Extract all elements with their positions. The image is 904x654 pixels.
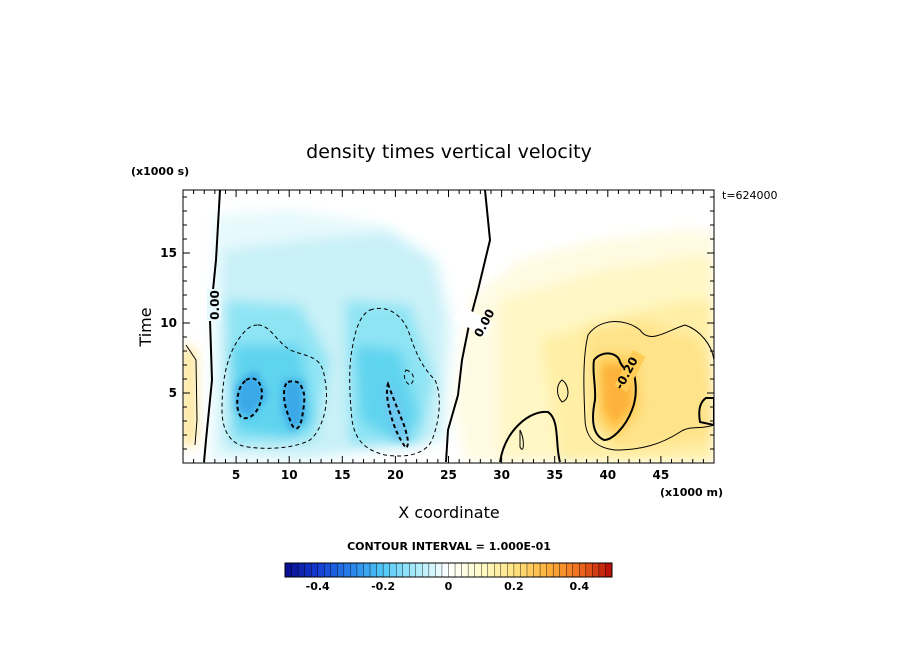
x-axis-label: X coordinate	[398, 503, 499, 522]
time-stamp-label: t=624000	[722, 189, 778, 202]
colorbar-swatch	[481, 562, 489, 578]
colorbar-swatch	[592, 562, 600, 578]
colorbar-swatch	[284, 562, 293, 578]
colorbar-swatch	[559, 562, 567, 578]
colorbar-swatch	[605, 562, 613, 578]
colorbar-swatch	[304, 562, 312, 578]
colorbar-swatch	[395, 562, 404, 578]
colorbar-swatch	[533, 562, 541, 578]
colorbar-swatch	[402, 562, 410, 578]
colorbar-swatch	[572, 562, 580, 578]
x-tick-label: 15	[334, 468, 351, 482]
colorbar-tick-label: 0.2	[504, 580, 524, 593]
colorbar-swatch	[494, 562, 502, 578]
colorbar-swatch	[454, 562, 463, 578]
colorbar-swatch	[467, 562, 476, 578]
colorbar-swatch	[448, 562, 456, 578]
colorbar-swatch	[598, 562, 606, 578]
x-tick-label: 5	[232, 468, 240, 482]
x-tick-label: 30	[493, 468, 510, 482]
colorbar-swatch	[579, 562, 587, 578]
y-tick-label: 5	[169, 386, 177, 400]
colorbar-frame	[284, 562, 613, 578]
colorbar-swatch	[317, 562, 325, 578]
colorbar-swatch	[324, 562, 332, 578]
y-unit-label: (x1000 s)	[131, 165, 189, 178]
colorbar-swatch	[422, 562, 430, 578]
contour-label-1: 0.00	[208, 290, 222, 320]
colorbar-swatch	[526, 562, 535, 578]
x-unit-label: (x1000 m)	[660, 486, 723, 499]
x-tick-label: 25	[440, 468, 457, 482]
colorbar-swatch	[539, 562, 548, 578]
colorbar-swatch	[441, 562, 449, 578]
x-tick-label: 10	[281, 468, 298, 482]
heatmap-field: 0.00 0.00 -0.20	[183, 190, 714, 463]
colorbar-swatch	[487, 562, 495, 578]
colorbar-swatch	[474, 562, 482, 578]
colorbar-swatch	[363, 562, 371, 578]
colorbar-swatch	[376, 562, 384, 578]
chart-title: density times vertical velocity	[306, 141, 592, 163]
colorbar-swatch	[291, 562, 299, 578]
colorbar-ticks: -0.4 -0.2 0 0.2 0.4	[306, 580, 590, 593]
colorbar-swatch	[415, 562, 423, 578]
colorbar-swatch	[409, 562, 417, 578]
colorbar-swatch	[507, 562, 515, 578]
colorbar-swatch	[350, 562, 358, 578]
x-tick-label: 45	[653, 468, 670, 482]
colorbar-swatch	[461, 562, 469, 578]
y-tick-label: 15	[160, 246, 177, 260]
y-tick-label: 10	[160, 316, 177, 330]
colorbar	[284, 562, 613, 578]
x-tick-label: 20	[387, 468, 404, 482]
colorbar-swatch	[310, 562, 319, 578]
colorbar-swatch	[389, 562, 397, 578]
colorbar-swatch	[585, 562, 593, 578]
x-tick-label: 40	[599, 468, 616, 482]
colorbar-swatch	[428, 562, 436, 578]
colorbar-swatch	[356, 562, 364, 578]
colorbar-tick-label: 0.4	[570, 580, 590, 593]
colorbar-tick-label: -0.2	[371, 580, 395, 593]
colorbar-swatch	[382, 562, 391, 578]
colorbar-swatch	[500, 562, 508, 578]
x-tick-label: 35	[546, 468, 563, 482]
colorbar-swatch	[546, 562, 554, 578]
x-axis: 5 10 15 20 25 30 35 40 45	[193, 190, 704, 482]
colorbar-swatch	[337, 562, 345, 578]
colorbar-swatch	[330, 562, 338, 578]
colorbar-swatch	[435, 562, 443, 578]
colorbar-swatch	[513, 562, 521, 578]
colorbar-swatch	[369, 562, 378, 578]
contour-interval-label: CONTOUR INTERVAL = 1.000E-01	[347, 540, 551, 553]
colorbar-tick-label: 0	[445, 580, 453, 593]
colorbar-swatch	[297, 562, 306, 578]
y-axis-label: Time	[136, 307, 155, 347]
colorbar-swatch	[343, 562, 351, 578]
y-axis: 5 10 15	[160, 196, 714, 450]
colorbar-swatch	[566, 562, 574, 578]
colorbar-swatch	[552, 562, 561, 578]
colorbar-swatch	[520, 562, 528, 578]
colorbar-tick-label: -0.4	[306, 580, 330, 593]
